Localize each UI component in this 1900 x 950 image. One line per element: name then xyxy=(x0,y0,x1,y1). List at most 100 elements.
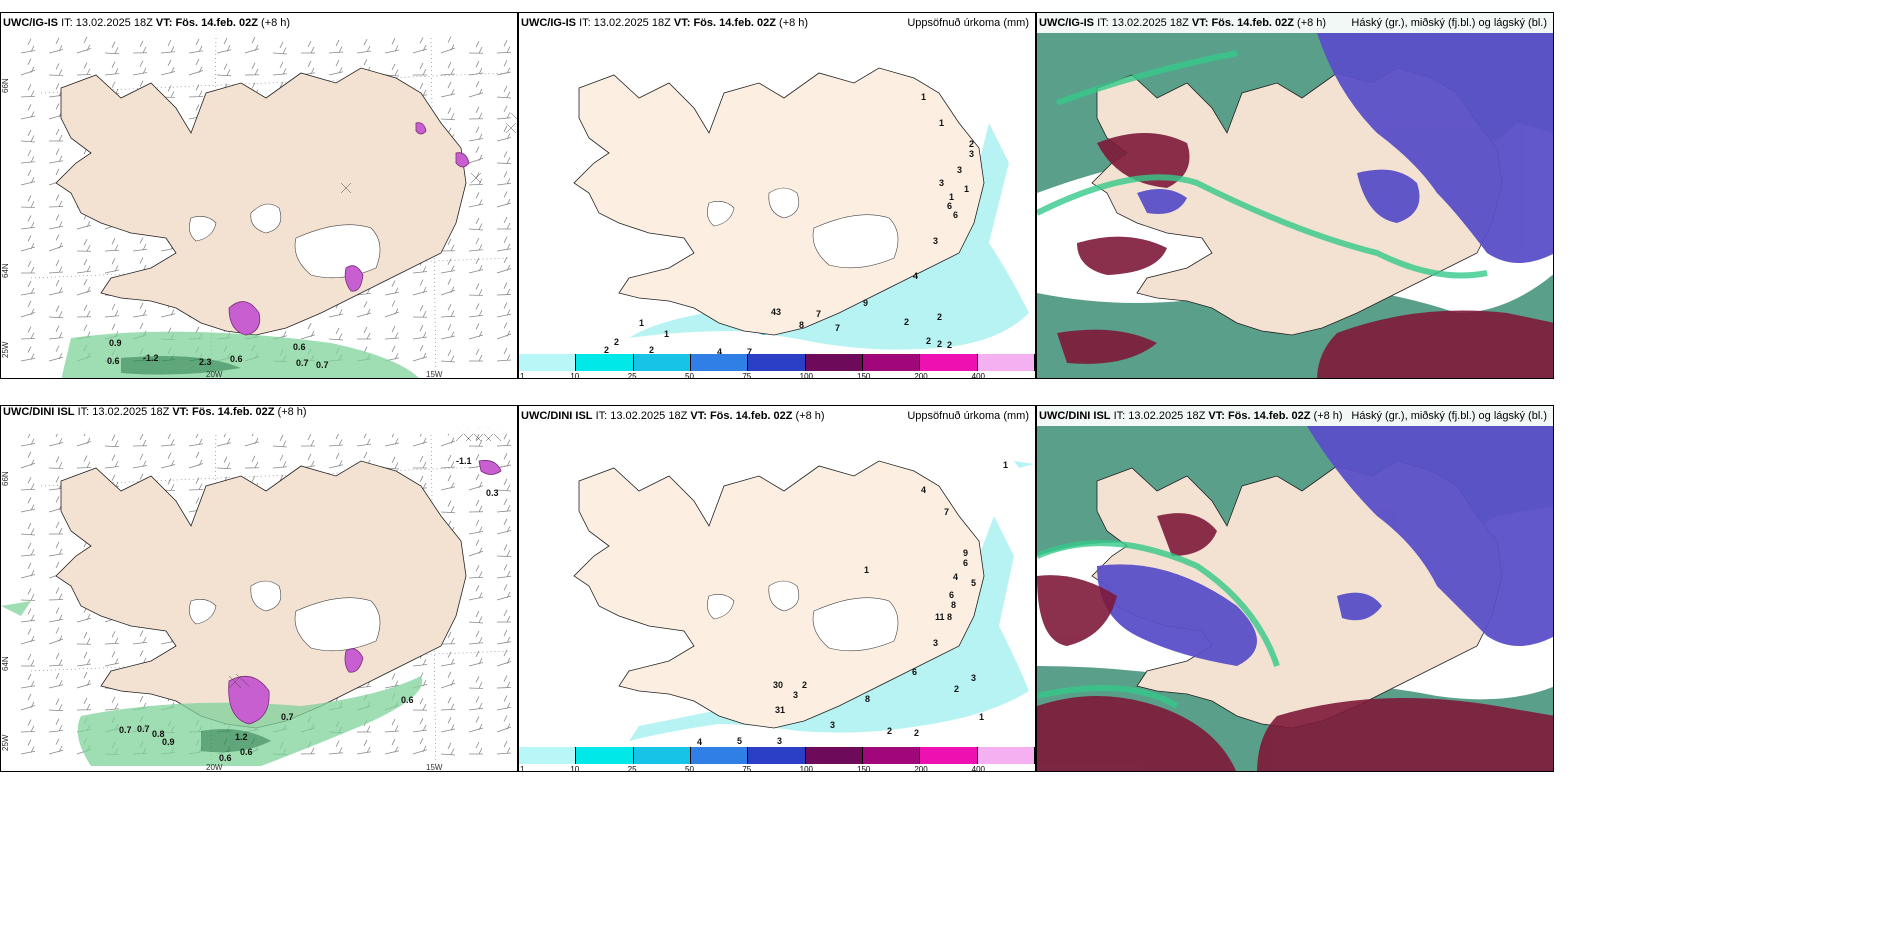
value-label: 1 xyxy=(639,318,644,328)
wind-barb xyxy=(440,107,456,121)
wind-barb xyxy=(468,217,484,231)
wind-barb xyxy=(20,673,36,689)
value-label: -1.1 xyxy=(456,456,472,466)
it-prefix: IT: xyxy=(1113,410,1126,422)
colorbar-swatch xyxy=(748,747,806,764)
panel-dini-clouds: UWC/DINI ISL IT: 13.02.2025 18Z VT: Fös.… xyxy=(1036,405,1554,772)
wind-barb xyxy=(468,146,484,164)
glaciers xyxy=(707,580,899,652)
field-title: Háský (gr.), miðský (fj.bl.) og lágský (… xyxy=(1351,410,1547,422)
lead-time: (+8 h) xyxy=(1297,17,1327,29)
wind-barb xyxy=(20,628,36,645)
wind-barb xyxy=(496,544,512,557)
value-label: 0.6 xyxy=(240,747,253,757)
wind-barb xyxy=(188,38,204,54)
colorbar-label: 150 xyxy=(857,372,871,379)
wind-barb xyxy=(356,301,372,318)
valid-time: Fös. 14.feb. 02Z xyxy=(175,17,258,29)
value-label: 0.6 xyxy=(107,356,120,366)
panel-igis-wind: UWC/IG-IS IT: 13.02.2025 18Z VT: Fös. 14… xyxy=(0,12,518,379)
value-label: 3 xyxy=(933,236,938,246)
colorbar-swatch xyxy=(863,354,921,371)
vt-prefix: VT: xyxy=(690,410,707,422)
wind-barb xyxy=(468,610,484,624)
colorbar-swatch xyxy=(519,354,577,371)
wind-barb xyxy=(216,456,232,470)
low-cloud-maroon xyxy=(1057,133,1553,378)
lon-label-15w: 15W xyxy=(426,763,443,772)
wind-barb xyxy=(496,629,512,645)
wind-barb xyxy=(20,497,36,513)
wind-barb xyxy=(413,62,427,76)
wind-barb xyxy=(440,304,456,318)
value-label: 1 xyxy=(949,192,954,202)
wind-barb xyxy=(76,652,92,667)
wind-barb xyxy=(20,477,36,491)
value-label: 4 xyxy=(921,485,926,495)
value-label: 0.6 xyxy=(401,695,414,705)
wind-barb xyxy=(440,36,456,54)
latitude-line xyxy=(30,650,512,672)
wind-barb xyxy=(496,191,512,208)
wind-barb xyxy=(496,60,512,76)
wind-barb xyxy=(104,41,120,55)
value-label: 2 xyxy=(937,312,942,322)
wind-barb xyxy=(496,518,512,535)
wind-barb xyxy=(468,716,484,733)
value-label: 5 xyxy=(971,578,976,588)
wind-barb xyxy=(496,236,512,252)
vt-prefix: VT: xyxy=(155,17,173,29)
wind-barb xyxy=(48,587,64,601)
wind-barb xyxy=(104,454,120,469)
wind-barb xyxy=(440,631,456,645)
value-label: 3 xyxy=(793,690,798,700)
it-prefix: IT: xyxy=(579,17,591,29)
mid-cloud-purple xyxy=(1137,33,1553,263)
colorbar-label: 25 xyxy=(627,372,637,379)
wind-barb xyxy=(160,39,176,54)
wind-barb xyxy=(496,151,512,164)
wind-barb xyxy=(160,452,176,469)
colorbar-label: 1 xyxy=(520,765,525,772)
colorbar-label: 200 xyxy=(914,765,928,772)
vt-prefix: VT: xyxy=(1208,410,1225,422)
wind-barb xyxy=(104,651,120,667)
colorbar-swatch xyxy=(519,747,577,764)
wind-barb xyxy=(468,192,484,208)
value-label: 30 xyxy=(773,680,783,690)
value-label: 2 xyxy=(926,336,931,346)
colorbar-swatch xyxy=(977,354,1035,371)
panel-igis-precip: UWC/IG-IS IT: 13.02.2025 18Z VT: Fös. 14… xyxy=(518,12,1036,379)
field-title: Uppsöfnuð úrkoma (mm) xyxy=(907,410,1029,422)
value-label: -1.2 xyxy=(143,353,159,363)
wind-barb xyxy=(20,195,36,208)
wind-barb xyxy=(384,38,400,54)
wind-barb xyxy=(104,696,120,711)
colorbar-label: 150 xyxy=(857,765,871,772)
value-label: 8 xyxy=(947,612,952,622)
value-label: 6 xyxy=(963,558,968,568)
wind-barb xyxy=(48,652,64,667)
wind-barb xyxy=(48,305,64,319)
wind-barb xyxy=(76,278,92,296)
wind-barb xyxy=(440,258,456,274)
wind-barb xyxy=(49,521,63,535)
colorbar-label: 10 xyxy=(570,765,580,772)
wind-barb xyxy=(20,739,36,755)
wind-barb xyxy=(496,675,512,689)
colorbar-swatch xyxy=(863,747,921,764)
wind-barb xyxy=(20,346,36,362)
lat-label-66n: 66N xyxy=(1,471,10,486)
wind-barb xyxy=(188,431,204,447)
value-label: 31 xyxy=(775,705,785,715)
lat-label-66n: 66N xyxy=(1,78,10,93)
wind-barb xyxy=(216,63,232,77)
panel-dini-wind: UWC/DINI ISL IT: 13.02.2025 18Z VT: Fös.… xyxy=(0,405,518,772)
value-label: 0.7 xyxy=(281,712,294,722)
low-cloud-maroon xyxy=(1037,513,1553,771)
init-time: 13.02.2025 18Z xyxy=(593,17,671,29)
wind-barb xyxy=(496,256,512,274)
wind-barb xyxy=(20,58,36,76)
wind-barb xyxy=(188,451,204,469)
